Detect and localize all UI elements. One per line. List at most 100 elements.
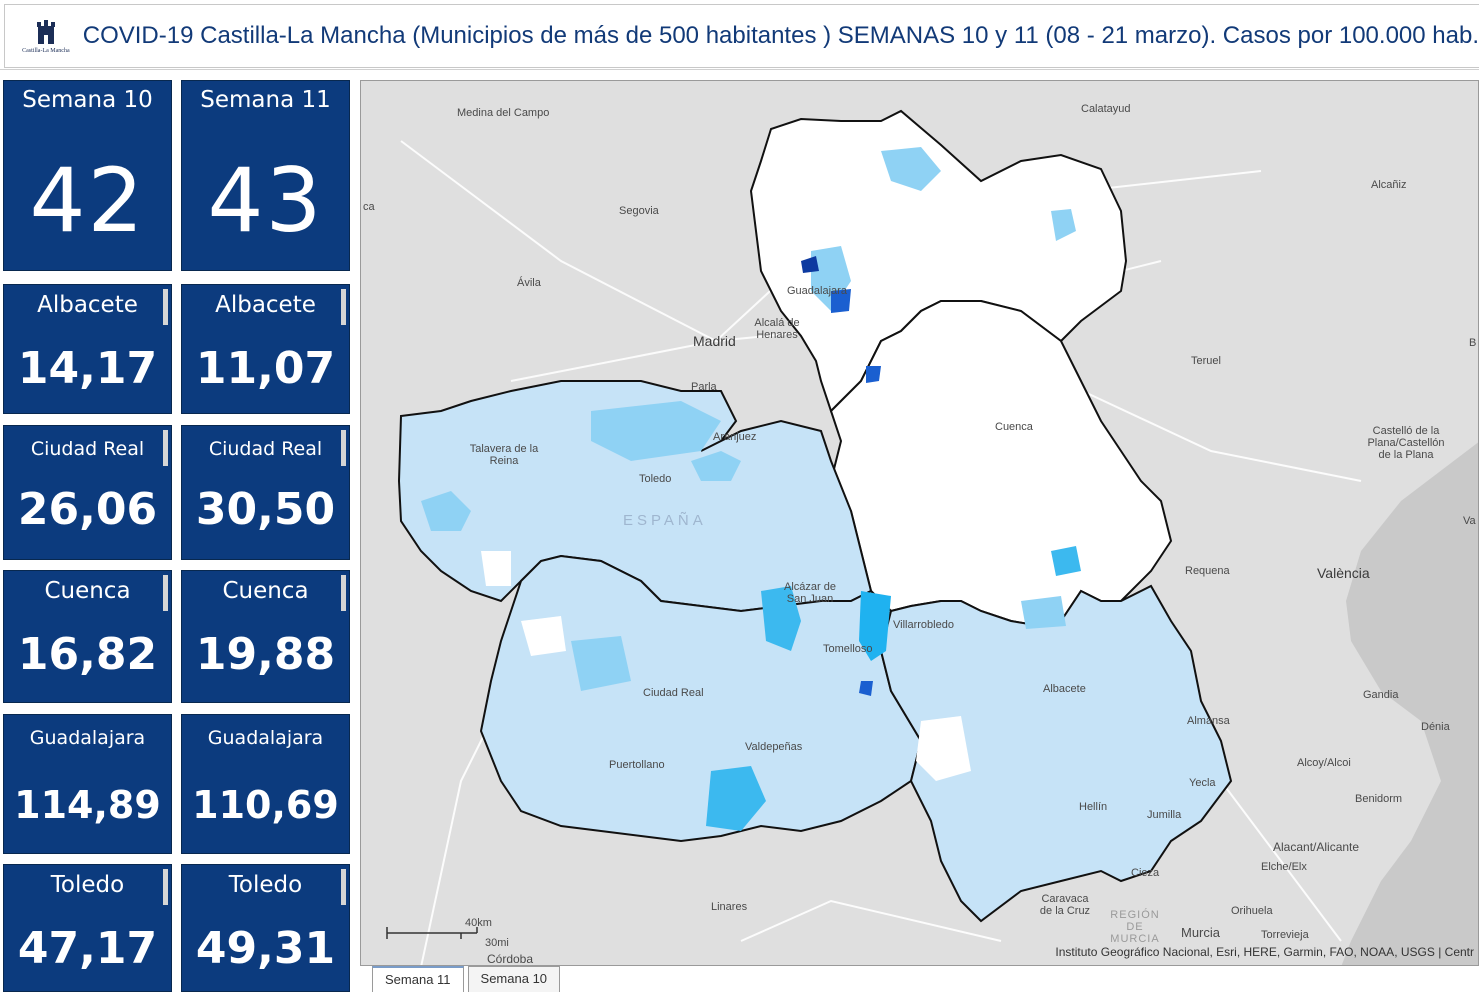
guadalajara-week11-card: Guadalajara 110,69 [181,714,350,854]
place-label: Valdepeñas [745,741,803,753]
place-label: Villarrobledo [893,619,954,631]
castilla-la-mancha-logo: Castilla-La Mancha [15,8,77,64]
place-label: Segovia [619,205,659,217]
place-label: Linares [711,901,748,913]
place-label: Toledo [639,473,672,485]
place-label: Va [1463,515,1476,527]
toledo-week10-card: Toledo 47,17 [3,864,172,992]
province-label: Cuenca [222,578,309,604]
place-label: Aranjuez [713,431,757,443]
card-scrollbar[interactable] [341,575,346,611]
place-label: Ciudad Real [643,687,704,699]
map-view[interactable]: Medina del Campo Calatayud Alcañiz Segov… [360,80,1479,966]
region-label: REGIÓN DE MURCIA [1110,909,1160,945]
place-label: Murcia [1181,925,1221,940]
card-scrollbar[interactable] [163,289,168,325]
place-label: Medina del Campo [457,107,550,119]
province-label: Cuenca [44,578,131,604]
province-value: 14,17 [17,343,158,394]
no-data-areas [481,551,971,781]
place-label: Ávila [517,277,541,289]
place-label: Torrevieja [1261,929,1309,941]
roads [400,140,1362,965]
ciudad-real-week11-card: Ciudad Real 30,50 [181,425,350,560]
mediterranean-sea [1341,442,1478,965]
province-value: 19,88 [195,629,336,680]
province-label: Toledo [50,872,125,898]
tab-semana-11[interactable]: Semana 11 [372,966,464,992]
place-label: Alcañiz [1371,179,1407,191]
place-label: Alacant/Alicante [1273,840,1360,854]
place-label: B [1469,337,1477,349]
week-11-title: Semana 11 [200,87,331,113]
province-value: 47,17 [17,923,158,974]
province-label: Albacete [37,292,138,318]
card-scrollbar[interactable] [163,430,168,466]
cuenca-week11-card: Cuenca 19,88 [181,570,350,703]
place-label: Castelló de la Plana/Castellón de la Pla… [1367,425,1445,461]
place-label: Elche/Elx [1261,861,1307,873]
week-11-card: Semana 11 43 [181,80,350,271]
place-label: Talavera de la Reina [469,443,539,467]
place-label: Parla [691,381,717,393]
place-label: Dénia [1421,721,1450,733]
ciudad-real-week10-card: Ciudad Real 26,06 [3,425,172,560]
province-value: 30,50 [195,484,336,535]
card-scrollbar[interactable] [163,575,168,611]
place-label: Alcázar de San Juan [784,581,836,605]
map-attribution: Instituto Geográfico Nacional, Esri, HER… [1055,945,1474,959]
albacete-week10-card: Albacete 14,17 [3,284,172,414]
logo-label: Castilla-La Mancha [22,48,70,54]
scale-mi-label: 30mi [485,937,509,949]
card-scrollbar[interactable] [341,430,346,466]
map-canvas[interactable] [361,81,1479,966]
place-label: València [1317,565,1370,581]
place-label: Alcoy/Alcoi [1297,757,1351,769]
card-scrollbar[interactable] [341,869,346,905]
province-label: Ciudad Real [208,438,323,460]
place-label: Guadalajara [787,285,847,297]
castle-icon [36,20,55,44]
place-label: Caravaca de la Cruz [1039,893,1091,917]
card-scrollbar[interactable] [163,869,168,905]
place-label: Jumilla [1147,809,1182,821]
place-label: Requena [1185,565,1230,577]
province-value: 49,31 [195,923,336,974]
place-label: ca [363,201,375,213]
header: Castilla-La Mancha COVID-19 Castilla-La … [0,0,1479,70]
scale-km-label: 40km [465,917,492,929]
week-10-title: Semana 10 [22,87,153,113]
card-scrollbar[interactable] [341,289,346,325]
week-10-card: Semana 10 42 [3,80,172,271]
week-11-value: 43 [207,149,324,252]
place-label: Orihuela [1231,905,1273,917]
province-label: Toledo [228,872,303,898]
incidence-patches [421,147,1081,831]
province-label: Ciudad Real [30,438,145,460]
province-label: Guadalajara [29,727,146,749]
tab-semana-10[interactable]: Semana 10 [467,966,561,992]
place-label: Cieza [1131,867,1160,879]
indicator-sidebar: Semana 10 42 Semana 11 43 Albacete 14,17… [0,72,358,992]
place-label: Yecla [1189,777,1216,789]
header-bar: Castilla-La Mancha COVID-19 Castilla-La … [4,4,1479,68]
province-value: 11,07 [195,343,336,394]
week-10-value: 42 [29,149,146,252]
province-value: 16,82 [17,629,158,680]
place-label: Teruel [1191,355,1221,367]
province-label: Albacete [215,292,316,318]
place-label: Alcalá de Henares [754,317,800,341]
place-label: Benidorm [1355,793,1403,805]
place-label: Córdoba [487,952,534,966]
place-label: Cuenca [995,421,1033,433]
cuenca-week10-card: Cuenca 16,82 [3,570,172,703]
place-label: Gandia [1363,689,1399,701]
place-label: Madrid [693,333,736,349]
place-label: Hellín [1079,801,1108,813]
province-label: Guadalajara [207,727,324,749]
place-label: Calatayud [1081,103,1131,115]
place-label: Almansa [1187,715,1230,727]
scale-bar [386,927,478,939]
page-title: COVID-19 Castilla-La Mancha (Municipios … [82,22,1479,49]
province-value: 110,69 [192,783,339,827]
